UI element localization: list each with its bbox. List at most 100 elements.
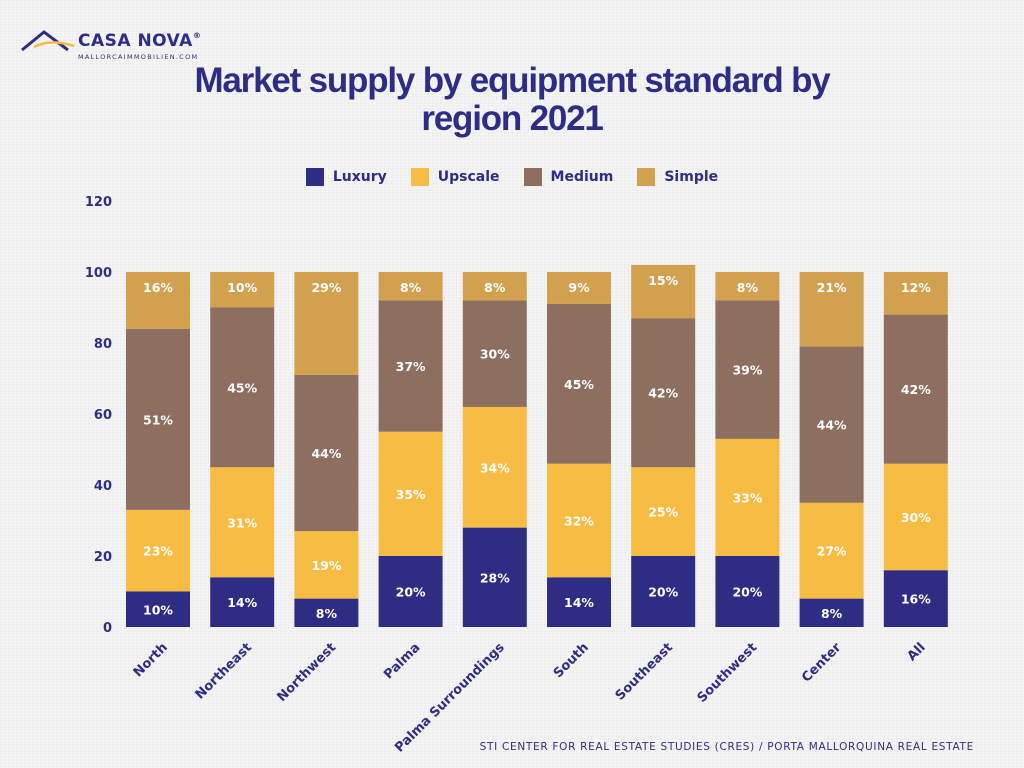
legend-swatch-luxury — [305, 168, 324, 186]
data-label: 20% — [648, 585, 678, 600]
data-label: 19% — [311, 558, 341, 573]
data-label: 8% — [737, 280, 759, 295]
x-tick-label: North — [131, 640, 171, 680]
bar-segment-luxury — [883, 570, 948, 627]
data-label: 8% — [484, 280, 506, 295]
bar-segment-luxury — [210, 577, 275, 627]
bar-segment-upscale — [294, 531, 359, 599]
chart-title-line-1: Market supply by equipment standard by — [194, 61, 830, 100]
source-note: STI CENTER FOR REAL ESTATE STUDIES (CRES… — [479, 741, 974, 753]
bar-segment-luxury — [547, 577, 611, 627]
bar-segment-simple — [378, 272, 443, 301]
legend-label-upscale: Upscale — [437, 169, 500, 185]
bar-segment-upscale — [631, 467, 696, 556]
data-label: 12% — [901, 280, 931, 295]
bar-segment-medium — [631, 318, 696, 468]
data-label: 9% — [568, 280, 590, 295]
bar-segment-upscale — [715, 438, 780, 556]
data-label: 20% — [396, 585, 426, 600]
legend-item-medium: Medium — [523, 168, 614, 186]
bar-segment-medium — [126, 328, 190, 510]
bar-segment-simple — [799, 272, 864, 347]
data-label: 27% — [817, 544, 847, 559]
bar-segment-medium — [715, 300, 780, 439]
bar-segment-simple — [126, 272, 190, 329]
legend-label-luxury: Luxury — [332, 169, 387, 185]
data-label: 45% — [227, 380, 257, 395]
bar-segment-medium — [294, 374, 359, 532]
chart-title-line-2: region 2021 — [421, 99, 604, 138]
brand-name: CASA NOVA® — [78, 31, 202, 51]
data-label: 8% — [400, 280, 422, 295]
data-label: 21% — [817, 280, 847, 295]
x-tick-label: South — [551, 640, 592, 681]
bar-segment-luxury — [294, 598, 359, 627]
bar-segment-upscale — [799, 502, 864, 599]
data-label: 25% — [648, 505, 678, 520]
chart-legend: Luxury Upscale Medium Simple — [0, 168, 1024, 186]
x-tick-label: Northwest — [275, 640, 340, 705]
legend-label-simple: Simple — [664, 169, 719, 185]
data-label: 16% — [143, 280, 173, 295]
data-label: 8% — [316, 606, 338, 621]
y-tick-label: 80 — [94, 337, 112, 352]
bar-segment-medium — [883, 314, 948, 464]
bar-segment-upscale — [462, 406, 527, 528]
bar-segment-luxury — [378, 556, 443, 627]
bar-segment-simple — [631, 264, 696, 319]
bar-segment-luxury — [799, 598, 864, 627]
legend-swatch-simple — [637, 168, 656, 186]
y-tick-label: 20 — [94, 550, 112, 565]
data-label: 51% — [143, 412, 173, 427]
data-label: 20% — [732, 585, 762, 600]
data-label: 28% — [480, 570, 510, 585]
bar-segment-upscale — [547, 463, 611, 578]
bar-segment-medium — [378, 300, 443, 432]
data-label: 34% — [480, 460, 510, 475]
legend-label-medium: Medium — [550, 169, 614, 185]
y-tick-label: 40 — [94, 479, 112, 494]
legend-swatch-upscale — [410, 168, 429, 186]
bar-segment-upscale — [883, 463, 948, 571]
legend-item-luxury: Luxury — [305, 168, 387, 186]
data-label: 29% — [311, 280, 341, 295]
data-label: 8% — [821, 606, 843, 621]
x-tick-label: Northeast — [193, 640, 255, 702]
bar-segment-simple — [883, 272, 948, 315]
data-label: 45% — [564, 377, 594, 392]
data-label: 42% — [648, 386, 678, 401]
bar-segment-luxury — [126, 591, 190, 627]
data-label: 30% — [480, 347, 510, 362]
bar-segment-upscale — [210, 467, 275, 578]
data-label: 37% — [396, 359, 426, 374]
brand-logo: CASA NOVA® MALLORCAIMMOBILIEN.COM — [20, 26, 210, 70]
data-label: 10% — [227, 280, 257, 295]
bar-segment-upscale — [126, 509, 190, 592]
data-label: 44% — [817, 418, 847, 433]
data-label: 14% — [564, 595, 594, 610]
bar-segment-luxury — [462, 527, 527, 627]
x-tick-label: Southwest — [695, 640, 761, 706]
bar-segment-upscale — [378, 431, 443, 556]
data-label: 31% — [227, 515, 257, 530]
bar-segment-simple — [210, 272, 275, 308]
bar-segment-simple — [462, 272, 527, 301]
bar-segment-medium — [547, 303, 611, 464]
brand-website: MALLORCAIMMOBILIEN.COM — [78, 53, 199, 61]
x-tick-label: All — [905, 640, 929, 664]
data-label: 33% — [732, 490, 762, 505]
bar-segment-luxury — [715, 556, 780, 627]
data-label: 30% — [901, 510, 931, 525]
bar-segment-luxury — [631, 556, 696, 627]
y-tick-label: 0 — [103, 621, 112, 636]
data-label: 10% — [143, 602, 173, 617]
data-label: 44% — [311, 446, 341, 461]
x-tick-label: Palma — [381, 640, 423, 682]
x-tick-label: Center — [799, 640, 845, 686]
data-label: 15% — [648, 273, 678, 288]
data-label: 23% — [143, 544, 173, 559]
data-label: 32% — [564, 514, 594, 529]
y-tick-label: 100 — [85, 266, 112, 281]
x-tick-label: Southeast — [613, 640, 676, 703]
